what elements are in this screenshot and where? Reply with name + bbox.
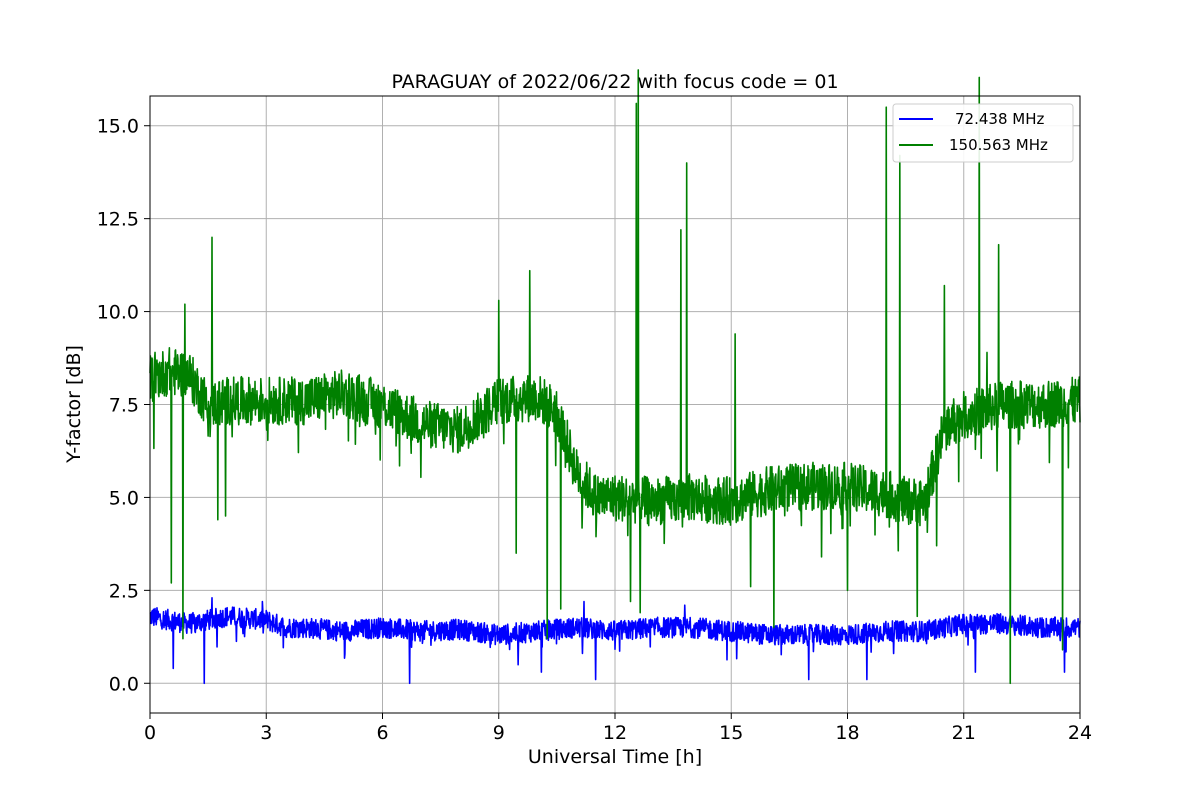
ticks: 0 3 6 9 12 15 18 21 24 0.0 2.5 5.0 7.5 10.0 12.5 15.0: [97, 116, 1092, 744]
y-tick-label: 12.5: [97, 209, 139, 231]
series-layer: [149, 69, 1081, 685]
legend: 72.438 MHz 150.563 MHz: [892, 103, 1074, 163]
x-axis-title: Universal Time [h]: [528, 746, 702, 768]
x-tick-label: 3: [260, 722, 272, 744]
x-tick-label: 0: [144, 722, 156, 744]
y-tick-label: 7.5: [109, 395, 139, 417]
y-tick-label: 15.0: [97, 116, 139, 138]
x-tick-label: 9: [493, 722, 505, 744]
y-axis-title: Y-factor [dB]: [63, 345, 85, 464]
x-tick-label: 21: [952, 722, 976, 744]
legend-box: [892, 103, 1074, 163]
y-tick-label: 2.5: [109, 580, 139, 602]
x-tick-label: 24: [1068, 722, 1092, 744]
x-tick-label: 18: [835, 722, 859, 744]
y-tick-label: 10.0: [97, 302, 139, 324]
legend-label-72mhz: 72.438 MHz: [955, 110, 1044, 128]
x-tick-label: 12: [603, 722, 627, 744]
y-tick-label: 5.0: [109, 487, 139, 509]
series-line-0: [149, 596, 1081, 685]
x-tick-label: 15: [719, 722, 743, 744]
y-tick-label: 0.0: [109, 673, 139, 695]
x-tick-label: 6: [376, 722, 388, 744]
chart-title: PARAGUAY of 2022/06/22 with focus code =…: [391, 71, 838, 93]
legend-label-150mhz: 150.563 MHz: [949, 136, 1048, 154]
series-line-1: [149, 69, 1081, 685]
